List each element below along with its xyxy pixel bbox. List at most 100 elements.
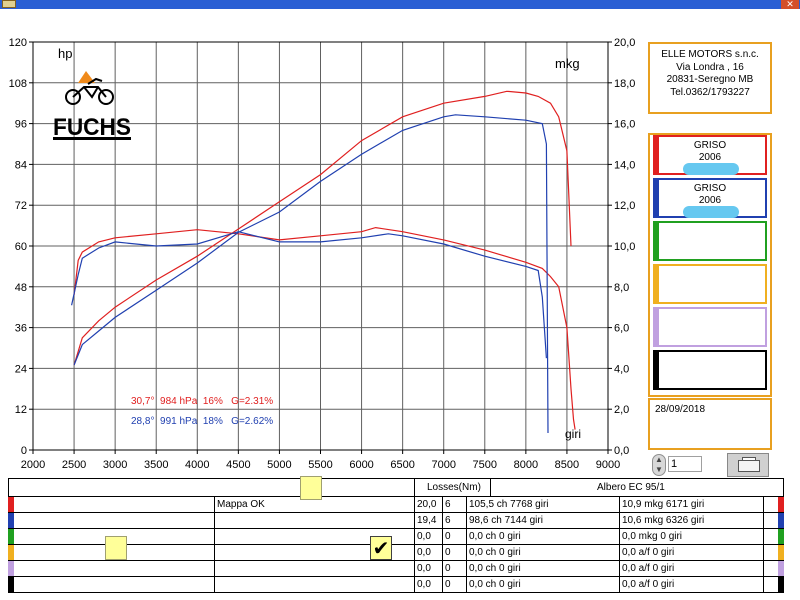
- curve-slot-swatch: [655, 223, 659, 259]
- curve-slot[interactable]: [653, 350, 767, 390]
- y-left-tick-label: 108: [9, 78, 27, 90]
- y-right-tick-label: 14,0: [614, 159, 635, 171]
- redaction-blob: [683, 163, 739, 175]
- redaction-blob: [683, 206, 739, 218]
- x-tick-label: 7500: [473, 459, 497, 471]
- row-power: 0,0 ch 0 giri: [467, 529, 620, 544]
- row-n: 0: [443, 561, 467, 576]
- x-tick-label: 9000: [596, 459, 620, 471]
- curve-slot[interactable]: [653, 264, 767, 304]
- curve-year: 2006: [698, 195, 722, 206]
- y-left-tick-label: 72: [15, 200, 27, 212]
- row-loss: 0,0: [415, 545, 443, 560]
- row-color-swatch: [8, 545, 14, 560]
- table-row: 0,0 0 0,0 ch 0 giri 0,0 mkg 0 giri: [8, 528, 784, 544]
- y-axis-left-ticks: 0 12 24 36 48 60 72 84 96 108 120: [9, 37, 27, 457]
- x-tick-label: 4000: [185, 459, 209, 471]
- row-color-swatch: [778, 577, 784, 592]
- x-tick-label: 2000: [21, 459, 45, 471]
- y-right-tick-label: 20,0: [614, 37, 635, 49]
- y-right-tick-label: 8,0: [614, 282, 629, 294]
- row-color-swatch: [778, 513, 784, 528]
- company-info: ELLE MOTORS s.n.c. Via Londra , 16 20831…: [648, 42, 772, 114]
- y-right-tick-label: 0,0: [614, 445, 629, 457]
- row-checkbox[interactable]: ✔: [370, 536, 392, 560]
- x-tick-label: 8000: [514, 459, 538, 471]
- printer-icon: [738, 460, 760, 472]
- row-n: 0: [443, 577, 467, 592]
- row-torque: 0,0 mkg 0 giri: [620, 529, 764, 544]
- x-tick-label: 5000: [267, 459, 291, 471]
- table-row: 0,0 0 0,0 ch 0 giri 0,0 a/f 0 giri: [8, 560, 784, 576]
- row-note: [215, 545, 415, 560]
- curve-slot[interactable]: GRISO 2006: [653, 135, 767, 175]
- series-torque-red: [73, 226, 576, 430]
- annotation-red: 30,7° 984 hPa 16% G=2.31%: [131, 396, 273, 407]
- test-date: 28/09/2018: [655, 404, 706, 415]
- row-note: [215, 561, 415, 576]
- curve-model: GRISO: [693, 183, 727, 194]
- header-toggle-box[interactable]: [300, 476, 322, 500]
- row-empty-cell: [16, 561, 215, 576]
- row-power: 0,0 ch 0 giri: [467, 561, 620, 576]
- row-torque: 0,0 a/f 0 giri: [620, 577, 764, 592]
- series-torque-blue: [71, 231, 547, 359]
- row-color-swatch: [778, 497, 784, 512]
- row-torque: 0,0 a/f 0 giri: [620, 561, 764, 576]
- curve-slot-swatch: [655, 266, 659, 302]
- close-icon[interactable]: ✕: [781, 0, 799, 9]
- y-right-tick-label: 2,0: [614, 404, 629, 416]
- y-right-tick-label: 6,0: [614, 323, 629, 335]
- y-left-tick-label: 96: [15, 119, 27, 131]
- row-note: [215, 529, 415, 544]
- curve-slot-swatch: [655, 309, 659, 345]
- ylabel-right: mkg: [555, 56, 580, 71]
- date-box: 28/09/2018: [648, 398, 772, 450]
- row-empty-cell: [16, 545, 215, 560]
- y-left-tick-label: 12: [15, 404, 27, 416]
- table-row: 19,4 6 98,6 ch 7144 giri 10,6 mkg 6326 giri: [8, 512, 784, 528]
- row-empty-cell: [16, 497, 215, 512]
- curve-model: GRISO: [693, 140, 727, 151]
- header-losses: Losses(Nm): [415, 478, 491, 496]
- curve-slot[interactable]: [653, 307, 767, 347]
- chart-series: [71, 90, 576, 434]
- row-empty-cell: [16, 513, 215, 528]
- y-left-tick-label: 48: [15, 282, 27, 294]
- row-n: 6: [443, 513, 467, 528]
- curve-slot[interactable]: [653, 221, 767, 261]
- row-toggle-box[interactable]: [105, 536, 127, 560]
- row-empty-cell: [16, 577, 215, 592]
- curve-slot-swatch: [655, 137, 659, 173]
- row-loss: 0,0: [415, 561, 443, 576]
- y-left-tick-label: 120: [9, 37, 27, 49]
- row-color-swatch: [8, 577, 14, 592]
- x-axis-ticks: 2000 2500 3000 3500 4000 4500 5000 5500 6000 6500…: [21, 459, 620, 471]
- row-loss: 0,0: [415, 529, 443, 544]
- row-torque: 0,0 a/f 0 giri: [620, 545, 764, 560]
- series-power-blue: [73, 114, 549, 434]
- company-city: 20831-Seregno MB: [666, 74, 754, 85]
- row-loss: 0,0: [415, 577, 443, 592]
- curve-slot-swatch: [655, 180, 659, 216]
- row-loss: 20,0: [415, 497, 443, 512]
- x-tick-label: 4500: [226, 459, 250, 471]
- app-icon: [2, 0, 16, 8]
- y-right-tick-label: 18,0: [614, 78, 635, 90]
- header-spacer: [8, 478, 415, 496]
- x-tick-label: 8500: [555, 459, 579, 471]
- spinner-icon[interactable]: ▲ ▼: [652, 454, 666, 476]
- y-left-tick-label: 60: [15, 241, 27, 253]
- dyno-chart: 2000 2500 3000 3500 4000 4500 5000 5500 6000 6500…: [9, 37, 636, 471]
- curve-year: 2006: [698, 152, 722, 163]
- row-note: [215, 513, 415, 528]
- x-tick-label: 7000: [431, 459, 455, 471]
- spinner-field[interactable]: 1: [668, 456, 702, 472]
- y-right-tick-label: 12,0: [614, 200, 635, 212]
- print-button[interactable]: [727, 453, 769, 477]
- y-left-tick-label: 84: [15, 159, 27, 171]
- xlabel: giri: [565, 427, 581, 441]
- row-color-swatch: [778, 545, 784, 560]
- curve-slot[interactable]: GRISO 2006: [653, 178, 767, 218]
- fuchs-logo: FUCHS: [53, 71, 131, 141]
